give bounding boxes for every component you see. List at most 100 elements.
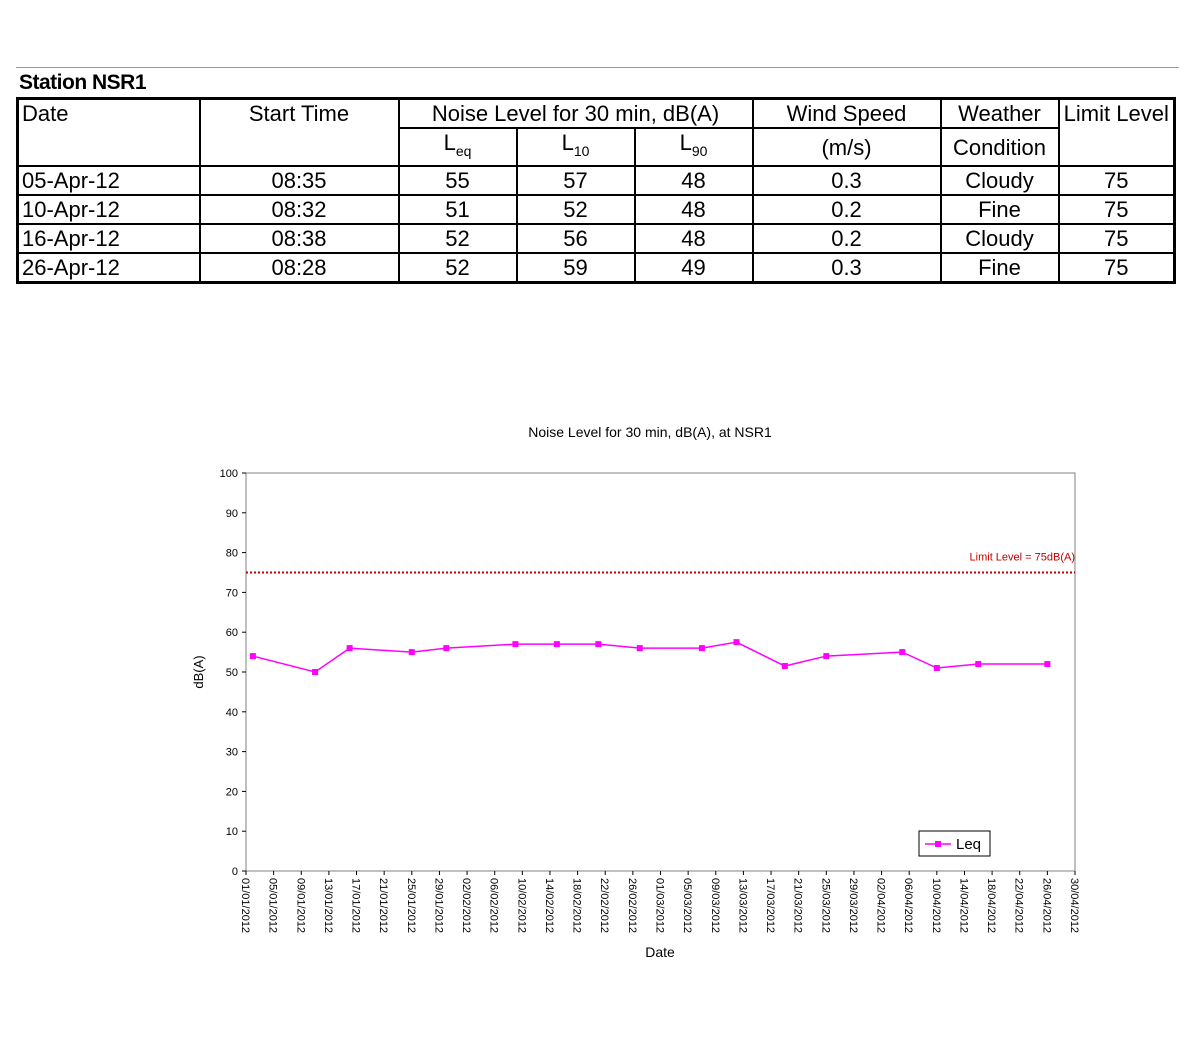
chart-title: Noise Level for 30 min, dB(A), at NSR1 [528, 424, 772, 440]
cell-wind-speed: 0.2 [751, 223, 942, 254]
cell-wind-speed: 0.3 [751, 252, 942, 284]
divider [16, 67, 1179, 68]
station-title: Station NSR1 [19, 71, 147, 94]
cell-l10: 56 [515, 223, 636, 254]
y-tick-label: 50 [226, 667, 238, 679]
header-leq-subscript: eq [455, 143, 472, 159]
x-axis-label: Date [645, 944, 675, 960]
x-tick-label: 01/03/2012 [654, 878, 666, 933]
y-tick-label: 80 [226, 548, 238, 560]
x-tick-label: 26/02/2012 [626, 878, 638, 933]
y-tick-label: 10 [226, 826, 238, 838]
x-tick-label: 06/04/2012 [902, 878, 914, 933]
header-l10: L10 [515, 127, 636, 167]
header-start-time: Start Time [198, 97, 400, 167]
limit-level-label: Limit Level = 75dB(A) [970, 552, 1075, 564]
y-axis-label: dB(A) [191, 655, 206, 688]
x-tick-label: 02/02/2012 [460, 878, 472, 933]
cell-weather: Fine [939, 194, 1060, 225]
y-tick-label: 30 [226, 747, 238, 759]
table-row: 16-Apr-12 08:38 52 56 48 0.2 Cloudy 75 [16, 223, 1176, 254]
data-point [781, 663, 788, 670]
x-tick-label: 21/03/2012 [792, 878, 804, 933]
cell-weather: Cloudy [939, 165, 1060, 196]
cell-start-time: 08:35 [198, 165, 400, 196]
data-point [443, 645, 450, 652]
data-point [553, 641, 560, 648]
x-tick-label: 14/02/2012 [543, 878, 555, 933]
cell-leq: 55 [397, 165, 518, 196]
cell-leq: 51 [397, 194, 518, 225]
header-row-1: Date Start Time Noise Level for 30 min, … [16, 97, 1176, 167]
y-tick-label: 20 [226, 786, 238, 798]
legend-label-leq: Leq [956, 836, 981, 853]
x-tick-label: 29/01/2012 [432, 878, 444, 933]
x-tick-label: 17/01/2012 [350, 878, 362, 933]
data-point [595, 641, 602, 648]
legend-box [918, 830, 991, 857]
header-weather: Weather [939, 97, 1060, 129]
header-l90-letter: L [679, 130, 692, 155]
header-wind-unit: (m/s) [751, 127, 942, 167]
y-tick-label: 100 [220, 468, 238, 480]
y-tick-label: 0 [232, 866, 238, 878]
x-tick-label: 21/01/2012 [377, 878, 389, 933]
cell-l90: 48 [633, 194, 754, 225]
x-tick-label: 09/01/2012 [294, 878, 306, 933]
cell-wind-speed: 0.2 [751, 194, 942, 225]
y-tick-label: 40 [226, 707, 238, 719]
x-tick-label: 25/03/2012 [819, 878, 831, 933]
y-tick-label: 70 [226, 587, 238, 599]
x-tick-label: 05/03/2012 [681, 878, 693, 933]
cell-start-time: 08:32 [198, 194, 400, 225]
cell-limit-level: 75 [1057, 165, 1176, 196]
data-point [733, 639, 740, 646]
cell-start-time: 08:38 [198, 223, 400, 254]
cell-limit-level: 75 [1057, 194, 1176, 225]
cell-weather: Cloudy [939, 223, 1060, 254]
data-point [899, 649, 906, 656]
data-point [312, 669, 319, 675]
plot-area [245, 472, 1076, 872]
header-leq: Leq [397, 127, 518, 167]
cell-start-time: 08:28 [198, 252, 400, 284]
cell-l90: 48 [633, 165, 754, 196]
cell-leq: 52 [397, 223, 518, 254]
y-tick-label: 60 [226, 627, 238, 639]
x-tick-label: 06/02/2012 [488, 878, 500, 933]
x-tick-label: 29/03/2012 [847, 878, 859, 933]
x-tick-label: 17/03/2012 [764, 878, 776, 933]
legend: Leq [918, 830, 991, 857]
x-axis: 01/01/2012 05/01/2012 09/01/2012 13/01/2012… [239, 871, 1080, 933]
header-date: Date [16, 97, 201, 167]
y-axis: 0 10 20 30 40 50 60 70 80 90 100 [220, 468, 246, 878]
x-tick-label: 18/04/2012 [985, 878, 997, 933]
legend-swatch-marker [935, 841, 941, 847]
header-weather-condition: Condition [939, 127, 1060, 167]
cell-l10: 52 [515, 194, 636, 225]
data-point [698, 645, 705, 652]
y-tick-label: 90 [226, 508, 238, 520]
cell-date: 05-Apr-12 [16, 165, 201, 196]
header-limit-level: Limit Level [1057, 97, 1176, 167]
x-tick-label: 14/04/2012 [957, 878, 969, 933]
cell-weather: Fine [939, 252, 1060, 284]
x-tick-label: 13/01/2012 [322, 878, 334, 933]
cell-date: 10-Apr-12 [16, 194, 201, 225]
header-row-2: Leq L10 L90 (m/s) Condition [18, 127, 1175, 167]
data-point [823, 653, 830, 660]
x-tick-label: 26/04/2012 [1040, 878, 1052, 933]
header-l90-subscript: 90 [691, 143, 708, 159]
table-row: 05-Apr-12 08:35 55 57 48 0.3 Cloudy 75 [16, 165, 1176, 196]
data-point [249, 653, 256, 660]
data-point [512, 641, 519, 648]
header-noise-level: Noise Level for 30 min, dB(A) [397, 97, 754, 129]
x-tick-label: 10/04/2012 [930, 878, 942, 933]
x-tick-label: 09/03/2012 [709, 878, 721, 933]
header-l10-letter: L [561, 130, 574, 155]
noise-table: Date Start Time Noise Level for 30 min, … [16, 97, 1176, 284]
header-leq-letter: L [443, 130, 456, 155]
data-point [933, 665, 940, 672]
cell-l90: 48 [633, 223, 754, 254]
